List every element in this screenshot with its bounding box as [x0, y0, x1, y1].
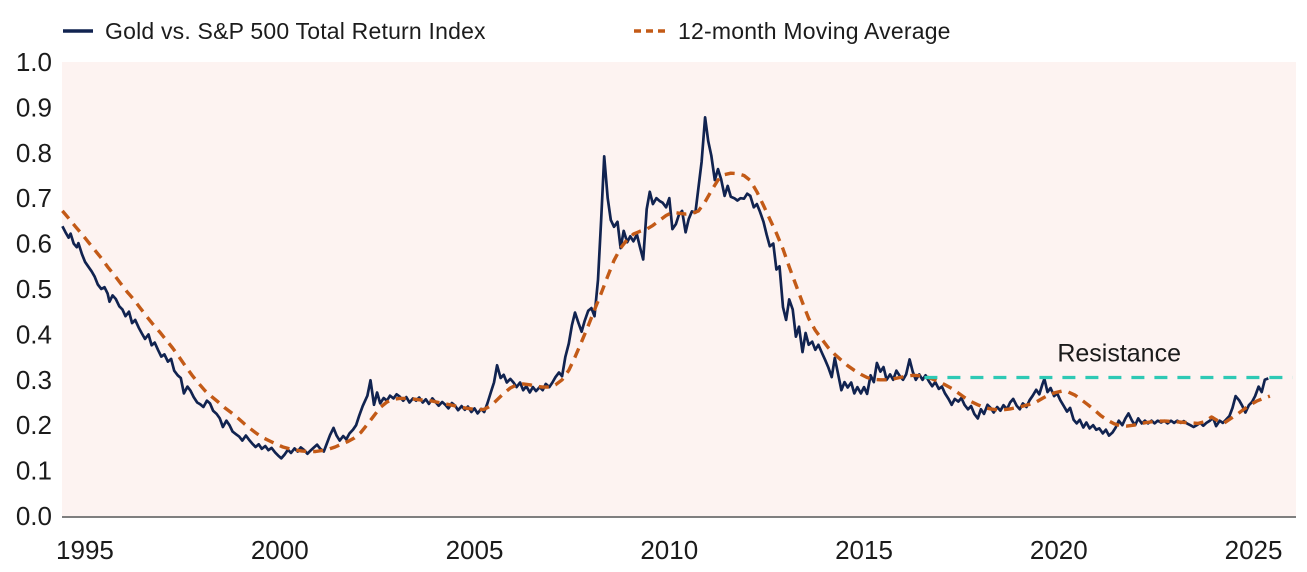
y-tick-label: 0.7 [16, 183, 52, 213]
legend-label-gold-sp500: Gold vs. S&P 500 Total Return Index [105, 17, 486, 44]
x-tick-label: 2025 [1225, 535, 1283, 565]
x-tick-label: 1995 [56, 535, 114, 565]
moving-average-line [61, 171, 1271, 454]
legend-item-moving-average: 12-month Moving Average [633, 14, 951, 48]
gold-vs-sp500-line [61, 116, 1269, 460]
legend-item-gold-sp500: Gold vs. S&P 500 Total Return Index [62, 14, 486, 48]
x-tick-label: 2020 [1030, 535, 1088, 565]
legend-label-moving-average: 12-month Moving Average [678, 17, 951, 44]
y-tick-label: 0.2 [16, 410, 52, 440]
resistance-label: Resistance [1057, 340, 1181, 368]
y-tick-label: 0.3 [16, 365, 52, 395]
y-tick-label: 0.4 [16, 319, 52, 349]
dashed-line-swatch [634, 29, 666, 33]
y-tick-label: 0.1 [16, 456, 52, 486]
y-tick-label: 0.5 [16, 274, 52, 304]
x-tick-label: 2005 [446, 535, 504, 565]
y-tick-label: 0.0 [16, 501, 52, 531]
x-tick-label: 2000 [251, 535, 309, 565]
solid-line-swatch [63, 29, 93, 33]
plot-area [62, 62, 1296, 516]
y-tick-label: 0.6 [16, 229, 52, 259]
y-tick-label: 0.9 [16, 92, 52, 122]
y-tick-label: 1.0 [16, 47, 52, 77]
x-tick-label: 2015 [835, 535, 893, 565]
y-tick-label: 0.8 [16, 138, 52, 168]
x-tick-label: 2010 [640, 535, 698, 565]
legend: Gold vs. S&P 500 Total Return Index 12-m… [0, 14, 1307, 48]
